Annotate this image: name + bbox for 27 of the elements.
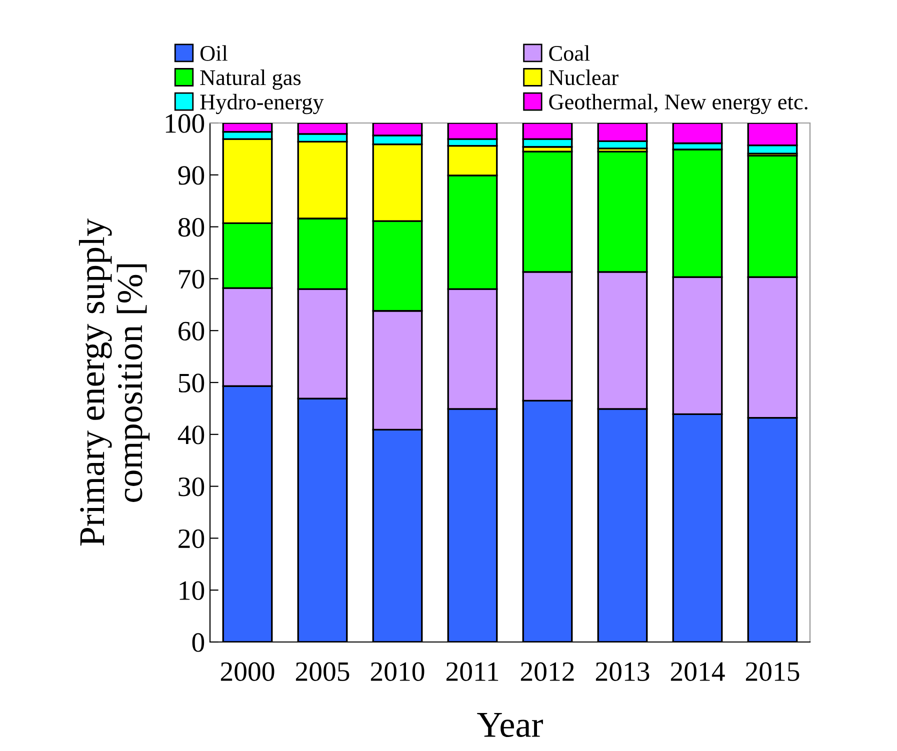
y-tick-label: 40 [178, 426, 204, 444]
x-tick-label: 2013 [596, 662, 650, 681]
legend-label: Coal [549, 45, 590, 61]
x-tick-label: 2010 [370, 662, 424, 681]
x-tick-label: 2005 [296, 662, 350, 681]
y-tick-label: 90 [178, 166, 204, 185]
y-tick-label: 30 [178, 477, 204, 496]
y-tick-label: 20 [178, 529, 204, 548]
legend-label: Hydro-energy [200, 94, 324, 114]
x-tick-label: 2011 [446, 662, 498, 681]
x-axis-title: Year [477, 713, 543, 738]
legend-label: Oil [200, 45, 228, 61]
y-tick-label: 80 [178, 218, 204, 237]
y-tick-label: 50 [178, 374, 204, 392]
x-tick-label: 2012 [520, 662, 574, 681]
legend-label: Geothermal, New energy etc. [549, 94, 808, 114]
y-axis-title: Primary energy supply composition [%] [78, 218, 150, 546]
y-tick-label: 60 [178, 322, 204, 341]
legend-label: Natural gas [200, 70, 301, 90]
x-tick-label: 2014 [670, 662, 725, 681]
y-tick-label: 0 [192, 633, 204, 652]
x-tick-label: 2015 [746, 662, 800, 681]
x-tick-label: 2000 [220, 662, 274, 681]
y-tick-label: 10 [180, 581, 204, 600]
y-tick-label: 70 [179, 270, 204, 289]
y-tick-label: 100 [166, 114, 204, 133]
legend-label: Nuclear [548, 70, 618, 86]
